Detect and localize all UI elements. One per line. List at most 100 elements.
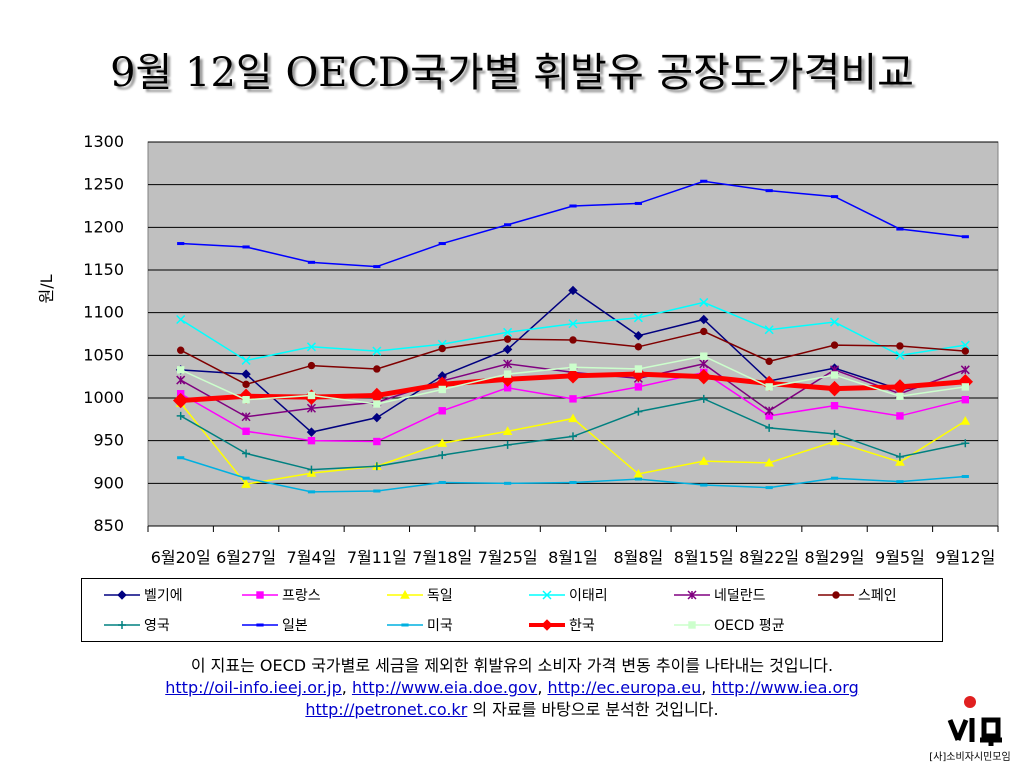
data-point: [401, 623, 409, 627]
data-point: [699, 359, 709, 369]
x-tick-label: 9월5일: [875, 548, 925, 567]
data-point: [242, 245, 250, 249]
data-point: [503, 327, 513, 337]
data-point: [502, 344, 513, 355]
y-tick-label: 950: [93, 431, 124, 450]
logo-mark: [947, 717, 1002, 746]
data-point: [895, 452, 904, 461]
y-tick-label: 1250: [83, 175, 124, 194]
data-point: [896, 227, 904, 231]
data-point: [565, 368, 581, 384]
data-point: [961, 396, 970, 404]
data-point: [634, 383, 643, 391]
legend-swatch: [529, 590, 565, 600]
legend-item: 영국: [104, 615, 170, 635]
data-point: [960, 416, 971, 425]
link-separator: ,: [701, 678, 712, 697]
data-point: [176, 314, 186, 325]
data-point: [961, 383, 970, 391]
data-point: [633, 313, 643, 323]
y-tick-label: 1300: [83, 132, 124, 151]
legend-item: 일본: [242, 615, 308, 635]
y-tick-label: 850: [93, 516, 124, 535]
plot-area: [147, 141, 999, 527]
data-point: [764, 457, 775, 467]
data-point: [177, 456, 185, 460]
data-point: [542, 590, 552, 600]
data-point: [633, 468, 644, 478]
source-link-europa[interactable]: http://ec.europa.eu: [547, 678, 702, 697]
data-point: [176, 411, 185, 420]
footnote: 이 지표는 OECD 국가별로 세금을 제외한 휘발유의 소비자 가격 변동 추…: [0, 655, 1024, 721]
data-point: [242, 449, 251, 458]
legend-swatch: [242, 623, 278, 627]
data-point: [687, 590, 697, 600]
data-point: [438, 242, 446, 246]
data-point: [118, 621, 126, 629]
y-tick-label: 1000: [83, 388, 124, 407]
logo-dot: [964, 696, 976, 708]
source-link-eia[interactable]: http://www.eia.doe.gov: [351, 678, 538, 697]
data-point: [177, 242, 185, 246]
legend-label: 일본: [282, 618, 308, 634]
data-point: [307, 361, 316, 370]
data-point: [961, 475, 969, 479]
data-point: [307, 490, 316, 494]
data-point: [242, 396, 250, 404]
data-point: [961, 235, 969, 239]
data-point: [241, 369, 251, 379]
data-point: [830, 371, 839, 379]
data-point: [372, 462, 381, 471]
logo-caption: [사]소비자시민모임: [929, 750, 1010, 763]
data-point: [830, 476, 839, 480]
data-point: [829, 436, 840, 446]
series-6: [176, 394, 970, 474]
data-point: [699, 314, 709, 325]
data-point: [503, 359, 513, 369]
data-point: [568, 285, 578, 296]
page-title: 9월 12일 OECD국가별 휘발유 공장도가격비교: [110, 50, 914, 96]
data-point: [373, 489, 381, 493]
data-point: [696, 368, 712, 385]
x-tick-label: 9월12일: [935, 548, 995, 567]
x-tick-label: 8월1일: [548, 548, 598, 567]
data-point: [569, 336, 577, 344]
legend-label: 네덜란드: [714, 588, 766, 604]
data-point: [960, 340, 970, 350]
data-point: [503, 440, 512, 449]
legend-swatch: [387, 623, 423, 627]
legend-item: 독일: [387, 585, 453, 605]
data-point: [832, 591, 840, 599]
note-line-2: http://oil-info.ieej.or.jp, http://www.e…: [0, 677, 1024, 699]
data-point: [960, 365, 970, 375]
data-point: [256, 591, 264, 599]
data-point: [830, 195, 839, 199]
data-point: [830, 317, 840, 327]
data-point: [241, 412, 251, 422]
data-point: [306, 342, 316, 352]
data-point: [688, 621, 696, 629]
x-tick-label: 8월22일: [739, 548, 799, 567]
data-point: [634, 201, 642, 205]
consumer-group-logo: [사]소비자시민모임: [929, 696, 1011, 763]
source-link-petronet[interactable]: http://petronet.co.kr: [305, 700, 468, 719]
data-point: [541, 619, 553, 631]
data-point: [242, 476, 250, 480]
source-link-ieej[interactable]: http://oil-info.ieej.or.jp: [165, 678, 342, 697]
data-point: [373, 365, 381, 373]
data-point: [896, 392, 904, 400]
source-link-iea[interactable]: http://www.iea.org: [711, 678, 859, 697]
data-point: [700, 352, 708, 360]
data-point: [256, 623, 264, 627]
x-tick-label: 7월18일: [412, 548, 472, 567]
legend-item: 프랑스: [242, 585, 321, 605]
data-point: [895, 456, 905, 466]
data-point: [700, 483, 708, 487]
data-point: [504, 481, 512, 485]
note-line-3: http://petronet.co.kr 의 자료를 바탕으로 분석한 것입니…: [0, 699, 1024, 721]
legend-item: 네덜란드: [674, 585, 766, 605]
y-axis-label: 원/L: [37, 274, 56, 303]
line-chart: 850 900 950 1000 1050 1100 1150 1200 1250 1300 6월2…: [37, 132, 999, 567]
data-point: [569, 395, 577, 403]
legend-swatch: [104, 590, 140, 600]
